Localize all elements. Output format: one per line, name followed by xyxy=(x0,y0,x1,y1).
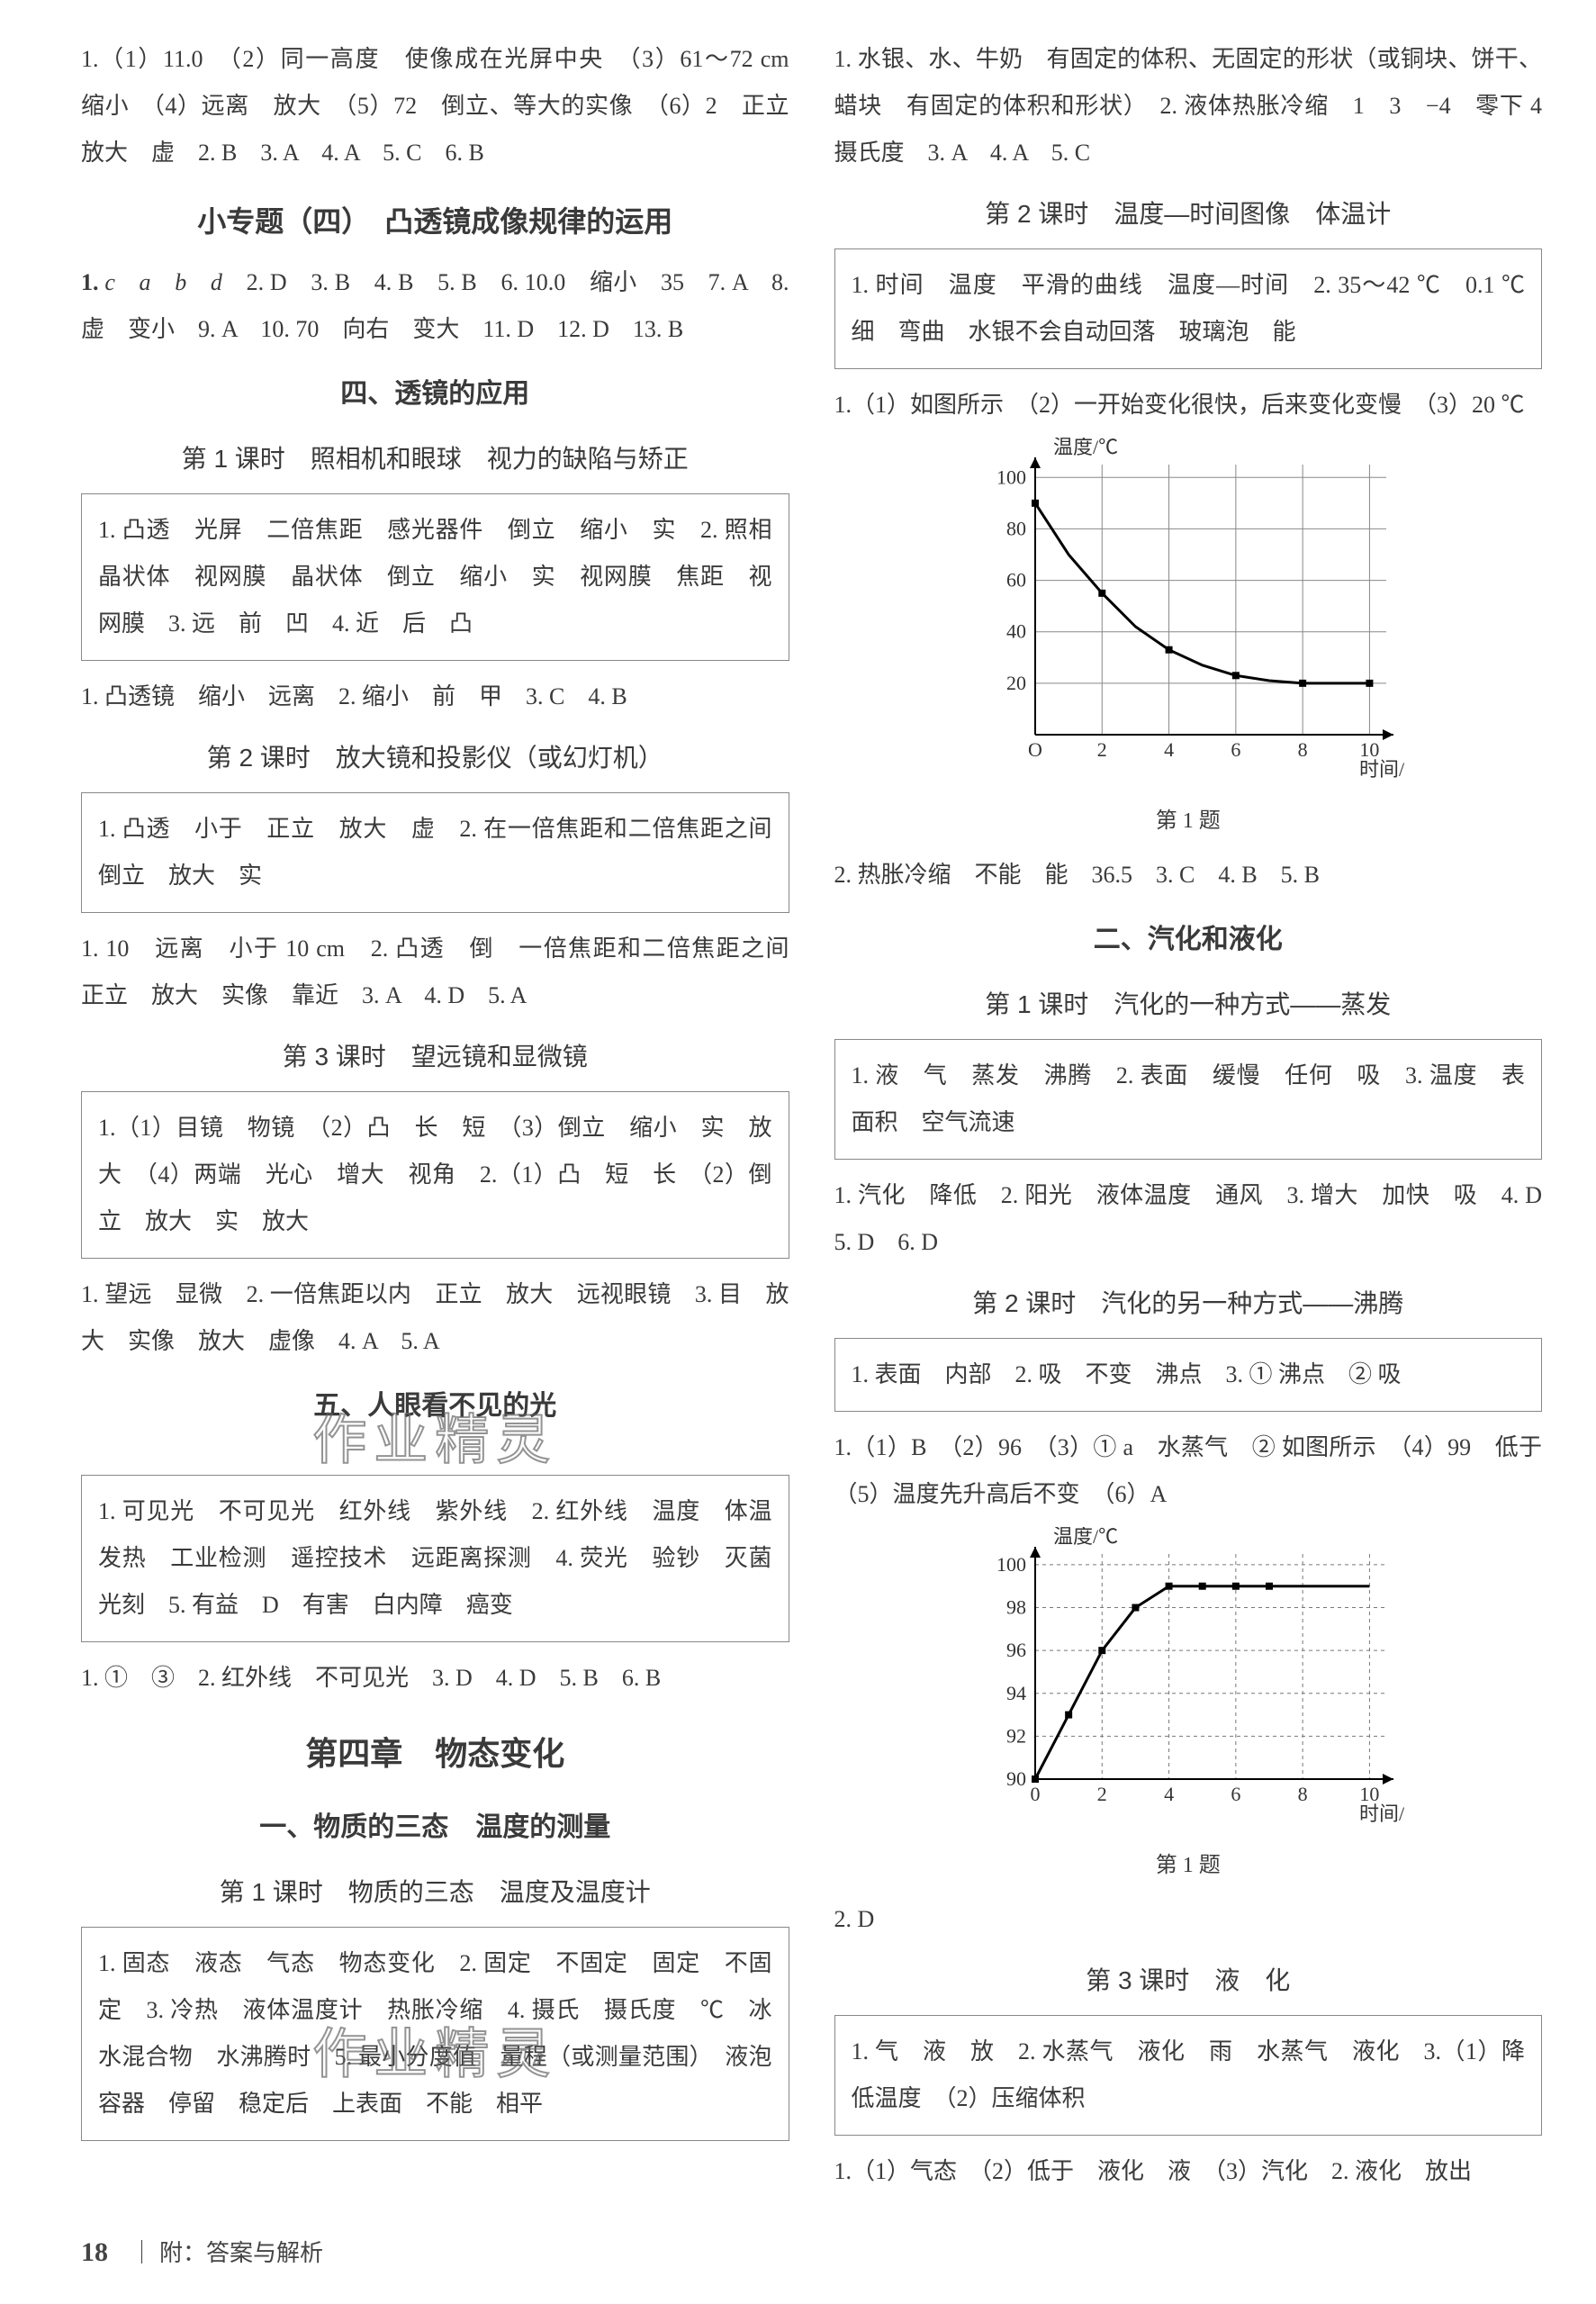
boxed-answers: 1. 固态 液态 气态 物态变化 2. 固定 不固定 固定 不固定 3. 冷热 … xyxy=(81,1927,789,2141)
lesson-heading: 第 3 课时 望远镜和显微镜 xyxy=(81,1032,789,1082)
lesson-heading: 第 2 课时 汽化的另一种方式——沸腾 xyxy=(834,1278,1543,1329)
svg-text:2: 2 xyxy=(1097,1783,1107,1805)
svg-text:时间/min: 时间/min xyxy=(1359,758,1404,780)
lesson-heading: 第 2 课时 温度—时间图像 体温计 xyxy=(834,189,1543,239)
svg-text:60: 60 xyxy=(1006,569,1026,592)
svg-text:2: 2 xyxy=(1097,738,1107,761)
svg-text:100: 100 xyxy=(996,1553,1026,1576)
boxed-answers: 1. 凸透 光屏 二倍焦距 感光器件 倒立 缩小 实 2. 照相 晶状体 视网膜… xyxy=(81,493,789,661)
svg-text:时间/min: 时间/min xyxy=(1359,1803,1404,1824)
boxed-answers: 1. 表面 内部 2. 吸 不变 沸点 3. ① 沸点 ② 吸 xyxy=(834,1338,1543,1412)
num-label: 1. xyxy=(81,269,104,295)
lesson-heading: 第 2 课时 放大镜和投影仪（或幻灯机） xyxy=(81,733,789,783)
svg-text:40: 40 xyxy=(1006,620,1026,643)
chapter-heading: 第四章 物态变化 xyxy=(81,1721,789,1786)
answers-text: 1. 望远 显微 2. 一倍焦距以内 正立 放大 远视眼镜 3. 目 放大 实像… xyxy=(81,1271,789,1365)
svg-text:4: 4 xyxy=(1164,1783,1174,1805)
svg-text:8: 8 xyxy=(1297,1783,1307,1805)
lesson-heading: 第 1 课时 照相机和眼球 视力的缺陷与矫正 xyxy=(81,434,789,484)
page: 1.（1）11.0 （2）同一高度 使像成在光屏中央 （3）61～72 cm 缩… xyxy=(81,36,1542,2199)
answers-text: 2. D xyxy=(834,1896,1543,1943)
lesson-heading: 第 1 课时 物质的三态 温度及温度计 xyxy=(81,1867,789,1918)
answers-text: 1. 10 远离 小于 10 cm 2. 凸透 倒 一倍焦距和二倍焦距之间 正立… xyxy=(81,926,789,1019)
boxed-answers: 1. 凸透 小于 正立 放大 虚 2. 在一倍焦距和二倍焦距之间 倒立 放大 实 xyxy=(81,792,789,913)
section-heading: 四、透镜的应用 xyxy=(81,367,789,421)
boxed-answers: 1. 时间 温度 平滑的曲线 温度—时间 2. 35～42 ℃ 0.1 ℃ 细 … xyxy=(834,248,1543,369)
footer-label: 附：答案与解析 xyxy=(159,2240,323,2266)
svg-text:6: 6 xyxy=(1231,1783,1240,1805)
chart-caption: 第 1 题 xyxy=(834,800,1543,843)
page-number: 18 xyxy=(81,2237,108,2267)
svg-text:92: 92 xyxy=(1006,1724,1026,1747)
answers-text: 1. ① ③ 2. 红外线 不可见光 3. D 4. D 5. B 6. B xyxy=(81,1655,789,1702)
svg-text:80: 80 xyxy=(1006,517,1026,539)
answers-text: 1. c a b d 2. D 3. B 4. B 5. B 6. 10.0 缩… xyxy=(81,259,789,353)
right-column: 1. 水银、水、牛奶 有固定的体积、无固定的形状（或铜块、饼干、蜡块 有固定的体… xyxy=(834,36,1543,2199)
chart-1: O24681020406080100温度/℃时间/min 第 1 题 xyxy=(834,438,1543,843)
section-heading: 五、人眼看不见的光 xyxy=(81,1379,789,1433)
left-column: 1.（1）11.0 （2）同一高度 使像成在光屏中央 （3）61～72 cm 缩… xyxy=(81,36,789,2199)
chart-2: 02468109092949698100温度/℃时间/min 第 1 题 xyxy=(834,1527,1543,1887)
svg-text:4: 4 xyxy=(1164,738,1174,761)
chart-caption: 第 1 题 xyxy=(834,1844,1543,1887)
answers-text: 1.（1）B （2）96 （3）① a 水蒸气 ② 如图所示 （4）99 低于 … xyxy=(834,1424,1543,1518)
svg-text:0: 0 xyxy=(1030,1783,1040,1805)
answers-text: 1.（1）11.0 （2）同一高度 使像成在光屏中央 （3）61～72 cm 缩… xyxy=(81,36,789,176)
boxed-answers: 1.（1）目镜 物镜 （2）凸 长 短 （3）倒立 缩小 实 放大 （4）两端 … xyxy=(81,1091,789,1259)
line-chart: O24681020406080100温度/℃时间/min xyxy=(972,438,1404,780)
section-heading: 一、物质的三态 温度的测量 xyxy=(81,1801,789,1855)
topic-heading: 小专题（四） 凸透镜成像规律的运用 xyxy=(81,193,789,250)
line-chart: 02468109092949698100温度/℃时间/min xyxy=(972,1527,1404,1824)
answers-text: 1. 水银、水、牛奶 有固定的体积、无固定的形状（或铜块、饼干、蜡块 有固定的体… xyxy=(834,36,1543,176)
page-footer: 18 ｜ 附：答案与解析 xyxy=(81,2235,1542,2268)
boxed-answers: 1. 气 液 放 2. 水蒸气 液化 雨 水蒸气 液化 3.（1）降低温度 （2… xyxy=(834,2015,1543,2136)
svg-text:6: 6 xyxy=(1231,738,1240,761)
answers-text: 1. 凸透镜 缩小 远离 2. 缩小 前 甲 3. C 4. B xyxy=(81,673,789,720)
lesson-heading: 第 1 课时 汽化的一种方式——蒸发 xyxy=(834,980,1543,1030)
italic-answers: c a b d xyxy=(104,269,222,295)
answers-text: 2. 热胀冷缩 不能 能 36.5 3. C 4. B 5. B xyxy=(834,852,1543,899)
svg-text:96: 96 xyxy=(1006,1639,1026,1661)
answers-text: 1.（1）气态 （2）低于 液化 液 （3）汽化 2. 液化 放出 xyxy=(834,2148,1543,2195)
lesson-heading: 第 3 课时 液 化 xyxy=(834,1956,1543,2006)
footer-sep: ｜ xyxy=(131,2240,154,2266)
svg-text:90: 90 xyxy=(1006,1767,1026,1790)
answers-text: 1. 汽化 降低 2. 阳光 液体温度 通风 3. 增大 加快 吸 4. D 5… xyxy=(834,1172,1543,1266)
svg-text:100: 100 xyxy=(996,465,1026,488)
svg-text:O: O xyxy=(1028,738,1042,761)
svg-text:94: 94 xyxy=(1006,1682,1026,1704)
boxed-answers: 1. 可见光 不可见光 红外线 紫外线 2. 红外线 温度 体温 发热 工业检测… xyxy=(81,1475,789,1642)
svg-text:98: 98 xyxy=(1006,1596,1026,1619)
answers-text: 1.（1）如图所示 （2）一开始变化很快，后来变化变慢 （3）20 ℃ xyxy=(834,382,1543,429)
svg-text:20: 20 xyxy=(1006,672,1026,694)
section-heading: 二、汽化和液化 xyxy=(834,913,1543,967)
svg-text:8: 8 xyxy=(1297,738,1307,761)
boxed-answers: 1. 液 气 蒸发 沸腾 2. 表面 缓慢 任何 吸 3. 温度 表面积 空气流… xyxy=(834,1039,1543,1160)
svg-text:温度/℃: 温度/℃ xyxy=(1053,438,1118,458)
svg-text:温度/℃: 温度/℃ xyxy=(1053,1527,1118,1548)
